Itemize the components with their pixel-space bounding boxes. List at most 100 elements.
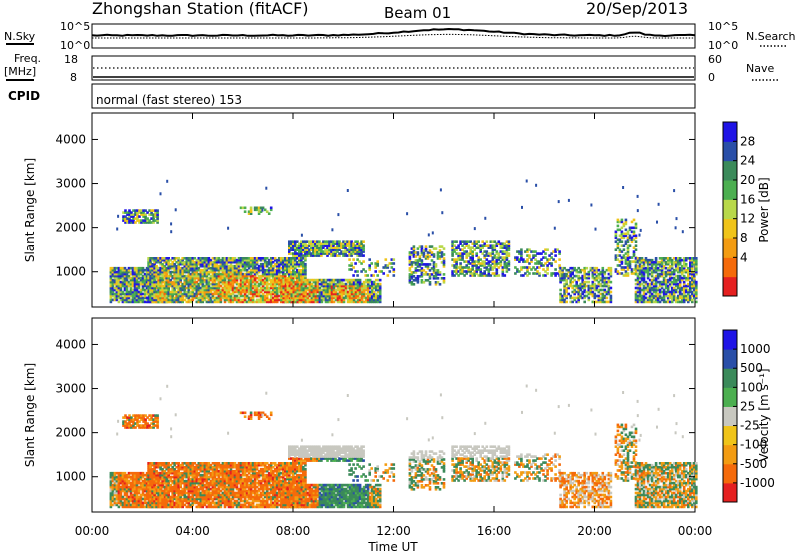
power-cell	[275, 268, 279, 272]
power-cell	[298, 286, 302, 290]
power-cell	[277, 274, 281, 278]
power-cell	[215, 282, 219, 286]
power-cell	[207, 258, 211, 262]
power-cell	[217, 268, 221, 272]
power-cell	[217, 276, 221, 280]
power-cell	[127, 300, 131, 304]
power-cell	[155, 280, 158, 284]
power-cell	[135, 276, 139, 280]
power-cell	[193, 274, 197, 278]
power-cell	[340, 280, 344, 284]
power-cell	[298, 298, 302, 302]
power-cell	[177, 292, 180, 296]
power-cell	[273, 268, 277, 272]
power-cell	[314, 280, 318, 284]
power-cell	[271, 268, 275, 272]
power-cell	[328, 296, 332, 300]
power-cell	[428, 281, 432, 284]
power-cell	[521, 205, 523, 209]
power-cell	[229, 257, 233, 260]
power-cell	[149, 260, 152, 264]
power-cell	[261, 266, 265, 270]
power-cell	[159, 257, 162, 260]
power-cell	[128, 213, 131, 216]
power-cell	[265, 298, 269, 302]
power-cell	[255, 266, 259, 270]
power-cell	[314, 288, 318, 292]
power-cell	[318, 278, 322, 282]
power-cell	[366, 284, 370, 288]
power-cell	[300, 257, 303, 260]
power-cell	[348, 258, 351, 261]
power-cell	[326, 242, 329, 245]
power-cell	[233, 260, 237, 264]
power-cell	[312, 242, 315, 245]
power-cell	[191, 257, 195, 260]
power-cell	[294, 242, 297, 245]
power-cell	[261, 278, 265, 282]
power-cell	[280, 284, 283, 288]
power-cell	[115, 284, 119, 288]
power-cell	[294, 248, 297, 251]
power-cell	[128, 211, 131, 214]
power-cell	[124, 215, 127, 218]
power-cell	[302, 240, 305, 243]
power-cell	[279, 262, 283, 266]
power-cell	[237, 292, 241, 296]
power-cell	[284, 290, 288, 294]
power-cell	[148, 219, 151, 222]
power-cell	[205, 260, 209, 264]
power-cell	[109, 282, 113, 286]
power-cell	[183, 266, 187, 270]
power-cell	[181, 266, 184, 270]
power-cell	[277, 294, 281, 298]
power-cell	[171, 257, 174, 260]
power-cell	[265, 260, 269, 264]
power-cell	[334, 250, 337, 253]
power-cell	[213, 278, 217, 282]
power-cell	[231, 266, 235, 270]
power-cell	[324, 280, 328, 284]
power-cell	[225, 290, 229, 294]
power-cell	[141, 280, 145, 284]
power-cell	[171, 292, 174, 296]
power-cell	[193, 272, 197, 276]
power-cell	[558, 258, 561, 261]
power-cell	[340, 252, 343, 255]
power-cell	[308, 290, 312, 294]
power-cell	[310, 294, 314, 298]
power-cell	[135, 288, 139, 292]
power-cell	[352, 292, 356, 296]
power-cell	[245, 258, 249, 262]
power-cell	[139, 282, 143, 286]
power-cell	[352, 246, 355, 249]
power-cell	[169, 282, 172, 286]
power-cell	[117, 278, 121, 282]
power-cell	[350, 284, 354, 288]
power-cell	[342, 292, 346, 296]
power-cell	[153, 276, 156, 280]
power-cell	[342, 300, 346, 304]
power-cell	[352, 278, 356, 282]
power-cell	[201, 278, 205, 282]
power-cell	[165, 272, 168, 276]
power-cell	[290, 274, 293, 278]
power-cell	[165, 284, 168, 288]
power-cell	[173, 280, 176, 284]
power-cell	[288, 266, 291, 270]
power-cell	[199, 274, 203, 278]
power-cell	[219, 296, 223, 300]
power-cell	[205, 257, 209, 260]
power-cell	[109, 270, 113, 274]
power-cell	[310, 288, 314, 292]
power-cell	[634, 240, 638, 243]
power-cell	[358, 290, 362, 294]
power-cell	[189, 274, 193, 278]
power-cell	[336, 248, 339, 251]
power-cell	[632, 218, 636, 222]
power-cell	[249, 268, 253, 272]
power-cell	[282, 296, 285, 300]
power-cell	[362, 300, 366, 304]
power-cell	[314, 240, 317, 243]
power-cell	[193, 288, 197, 292]
